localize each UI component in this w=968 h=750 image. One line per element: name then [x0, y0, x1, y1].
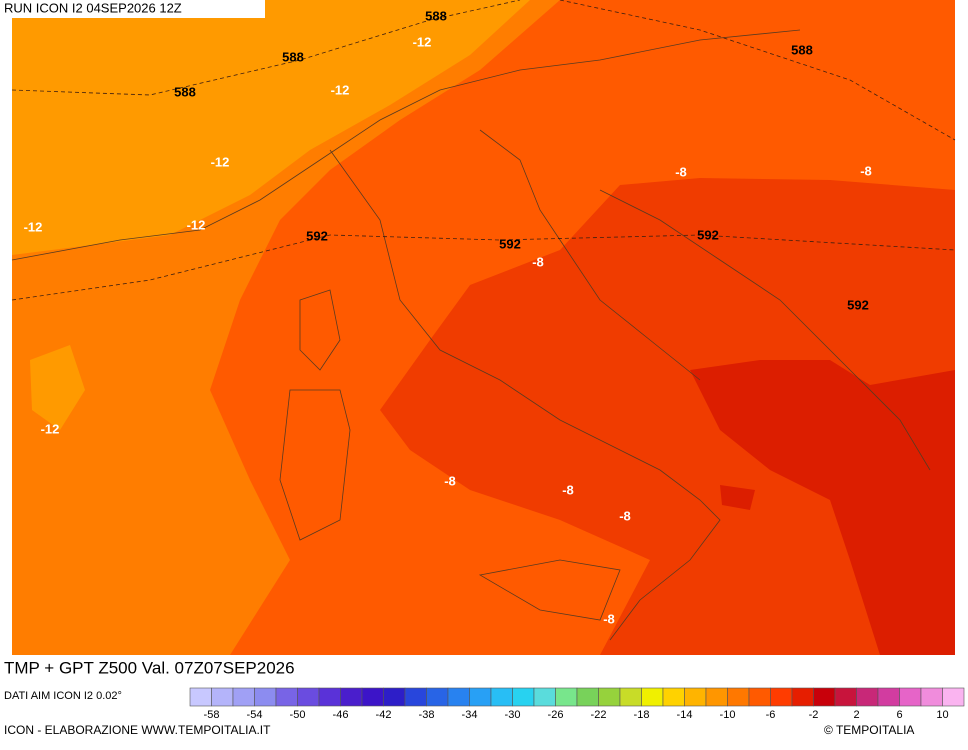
- contour-label: -8: [860, 163, 872, 178]
- contour-label: -8: [444, 473, 456, 488]
- colorbar-label: -6: [766, 709, 776, 721]
- region-warm: [380, 178, 955, 655]
- colorbar-label: -42: [376, 709, 392, 721]
- colorbar-label: -18: [634, 709, 650, 721]
- title-box: [0, 0, 265, 18]
- colorbar-cell: [834, 687, 857, 707]
- colorbar-label: -46: [333, 709, 349, 721]
- colorbar-cell: [684, 687, 707, 707]
- contour-label: 588: [174, 84, 196, 99]
- colorbar-cell: [920, 687, 943, 707]
- colorbar-cell: [404, 687, 427, 707]
- colorbar-cell: [189, 687, 212, 707]
- region-cool: [12, 0, 530, 430]
- colorbar-label: -54: [247, 709, 263, 721]
- colorbar-cell: [490, 687, 513, 707]
- colorbar-label: -50: [290, 709, 306, 721]
- colorbar-cell: [211, 687, 234, 707]
- colorbar-cell: [942, 687, 965, 707]
- colorbar-cell: [447, 687, 470, 707]
- colorbar-cell: [813, 687, 836, 707]
- colorbar-cell: [275, 687, 298, 707]
- copyright: © TEMPOITALIA: [824, 723, 914, 737]
- contour-label: 592: [499, 236, 521, 251]
- colorbar-cell: [318, 687, 341, 707]
- colorbar-label: -58: [204, 709, 220, 721]
- colorbar-label: -38: [419, 709, 435, 721]
- colorbar-cell: [899, 687, 922, 707]
- contour-label: -12: [413, 34, 432, 49]
- colorbar-label: -2: [809, 709, 819, 721]
- product-title: TMP + GPT Z500 Val. 07Z07SEP2026: [4, 658, 295, 677]
- colorbar: -58 -54 -50 -46 -42 -38 -34 -30 -26 -22 -18 -14 -10-…: [189, 687, 965, 721]
- source: DATI AIM ICON I2 0.02°: [4, 690, 122, 702]
- colorbar-cell: [297, 687, 320, 707]
- colorbar-cell: [791, 687, 814, 707]
- colorbar-cell: [877, 687, 900, 707]
- colorbar-cell: [361, 687, 384, 707]
- colorbar-cell: [232, 687, 255, 707]
- colorbar-label: 10: [936, 709, 948, 721]
- contour-label: 592: [697, 227, 719, 242]
- contour-label: 588: [791, 42, 813, 57]
- colorbar-cell: [383, 687, 406, 707]
- colorbar-cell: [662, 687, 685, 707]
- colorbar-cell: [705, 687, 728, 707]
- contour-label: 592: [306, 228, 328, 243]
- contour-label: -8: [619, 508, 631, 523]
- colorbar-label: -34: [462, 709, 478, 721]
- credit: ICON - ELABORAZIONE WWW.TEMPOITALIA.IT: [4, 723, 271, 737]
- colorbar-label: -14: [677, 709, 693, 721]
- contour-label: -12: [24, 219, 43, 234]
- colorbar-label: -22: [591, 709, 607, 721]
- colorbar-cell: [856, 687, 879, 707]
- product-box: [0, 656, 414, 682]
- colorbar-label: -26: [548, 709, 564, 721]
- contour-label: -8: [532, 254, 544, 269]
- colorbar-cell: [469, 687, 492, 707]
- contour-label: -8: [562, 482, 574, 497]
- colorbar-cell: [641, 687, 664, 707]
- contour-label: -12: [211, 154, 230, 169]
- contour-label: -8: [675, 164, 687, 179]
- contours: [11, 0, 956, 301]
- colorbar-cell: [340, 687, 363, 707]
- contour-label: -12: [187, 217, 206, 232]
- colorbar-label: -30: [505, 709, 521, 721]
- colorbar-cell: [619, 687, 642, 707]
- colorbar-cell: [512, 687, 535, 707]
- contour-label: 588: [425, 8, 447, 23]
- colorbar-cell: [598, 687, 621, 707]
- colorbar-cell: [426, 687, 449, 707]
- colorbar-cell: [748, 687, 771, 707]
- colorbar-label: 2: [853, 709, 859, 721]
- colorbar-cell: [555, 687, 578, 707]
- contour-label: 588: [282, 49, 304, 64]
- colorbar-cell: [254, 687, 277, 707]
- colorbar-cell: [533, 687, 556, 707]
- coastlines: [11, 29, 931, 641]
- colorbar-cell: [727, 687, 750, 707]
- colorbar-cell: [770, 687, 793, 707]
- colorbar-label: -10: [720, 709, 736, 721]
- colorbar-cell: [576, 687, 599, 707]
- contour-label: -12: [41, 421, 60, 436]
- map: 588 -12 588 -12 588 588 -12 -12 -12 592 592 -8 -8 -8 5…: [11, 0, 956, 655]
- contour-label: 592: [847, 297, 869, 312]
- run-title: RUN ICON I2 04SEP2026 12Z: [4, 0, 182, 15]
- region-hot: [690, 360, 955, 655]
- contour-labels: 588 -12 588 -12 588 588 -12 -12 -12 592 592 -8 -8 -8 5…: [24, 8, 872, 626]
- contour-label: -8: [603, 611, 615, 626]
- colorbar-label: 6: [896, 709, 902, 721]
- contour-label: -12: [331, 82, 350, 97]
